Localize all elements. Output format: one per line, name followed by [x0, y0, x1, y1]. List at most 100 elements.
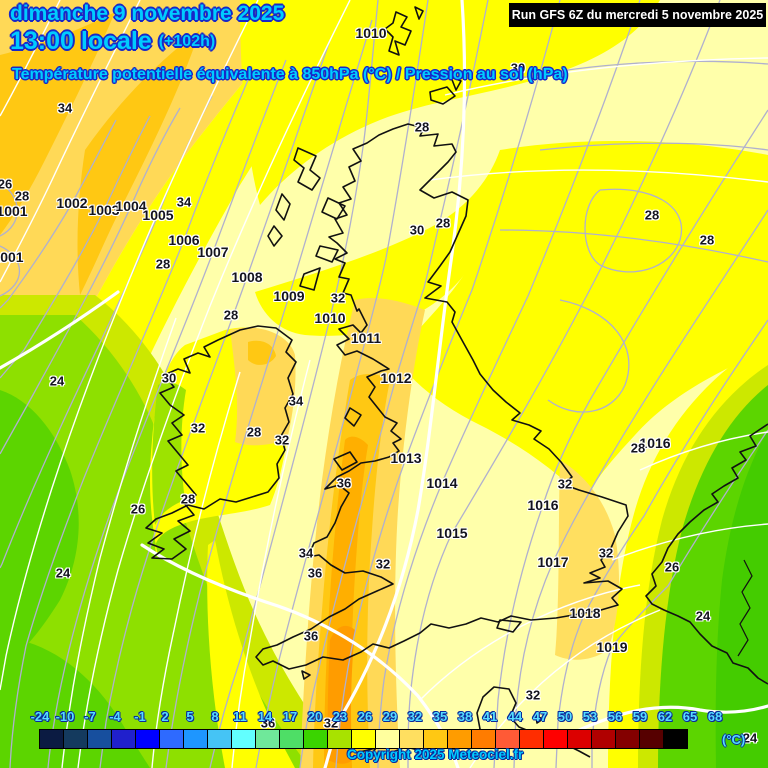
temperature-label: 32 — [525, 687, 541, 703]
pressure-label: 1003 — [88, 202, 120, 218]
pressure-label: 1015 — [436, 525, 468, 541]
temperature-label: 28 — [180, 491, 196, 507]
scale-tick: 38 — [457, 709, 473, 724]
temperature-label: 28 — [246, 424, 262, 440]
temperature-label: 28 — [414, 119, 430, 135]
scale-tick: 56 — [607, 709, 623, 724]
temperature-label: 36 — [336, 475, 352, 491]
scale-tick: -10 — [55, 709, 75, 724]
scale-tick: 26 — [357, 709, 373, 724]
scale-tick: 35 — [432, 709, 448, 724]
scale-cell — [375, 729, 400, 749]
scale-cell — [663, 729, 688, 749]
scale-tick: 11 — [233, 709, 247, 724]
temperature-label: 34 — [176, 194, 192, 210]
date-label: dimanche 9 novembre 2025 — [10, 2, 285, 25]
scale-tick: 20 — [307, 709, 323, 724]
pressure-label: 1011 — [350, 330, 382, 346]
temperature-label: 24 — [742, 730, 758, 746]
scale-cell — [135, 729, 160, 749]
temperature-label: 28 — [155, 256, 171, 272]
scale-tick: -24 — [30, 709, 50, 724]
temperature-label: 32 — [190, 420, 206, 436]
scale-cell — [399, 729, 424, 749]
scale-tick: 2 — [161, 709, 169, 724]
scale-cell — [591, 729, 616, 749]
pressure-label: 1016 — [527, 497, 559, 513]
temperature-label: 36 — [260, 715, 276, 731]
scale-tick: 65 — [682, 709, 698, 724]
time-label: 13:00 locale (+102h) — [10, 27, 215, 56]
temperature-label: 36 — [307, 565, 323, 581]
pressure-label: 1010 — [355, 25, 387, 41]
map-parameter-title: Température potentielle équivalente à 85… — [12, 66, 568, 83]
temperature-label: 28 — [14, 188, 30, 204]
pressure-label: 1014 — [426, 475, 458, 491]
scale-cell — [63, 729, 88, 749]
copyright-label: Copyright 2025 Meteociel.fr — [347, 747, 524, 762]
temperature-label: 28 — [699, 232, 715, 248]
scale-tick: 8 — [211, 709, 219, 724]
scale-tick: 68 — [707, 709, 723, 724]
pressure-label: 1017 — [537, 554, 569, 570]
scale-cell — [279, 729, 304, 749]
temperature-label: 28 — [435, 215, 451, 231]
pressure-label: 1009 — [273, 288, 305, 304]
scale-cell — [615, 729, 640, 749]
temperature-label: 24 — [695, 608, 711, 624]
temperature-label: 30 — [409, 222, 425, 238]
temperature-label: 26 — [664, 559, 680, 575]
temperature-label: 32 — [375, 556, 391, 572]
scale-tick: 23 — [332, 709, 348, 724]
pressure-label: 1018 — [569, 605, 601, 621]
scale-tick: 29 — [382, 709, 398, 724]
scale-cell — [87, 729, 112, 749]
temperature-color-scale — [39, 729, 688, 749]
temperature-label: 32 — [330, 290, 346, 306]
temperature-label: 34 — [57, 100, 73, 116]
temperature-label: 34 — [298, 545, 314, 561]
scale-tick: 62 — [657, 709, 673, 724]
temperature-label: 32 — [598, 545, 614, 561]
temperature-label: 36 — [303, 628, 319, 644]
scale-cell — [111, 729, 136, 749]
scale-tick: 44 — [507, 709, 523, 724]
scale-tick: 32 — [407, 709, 423, 724]
scale-cell — [183, 729, 208, 749]
scale-cell — [519, 729, 544, 749]
pressure-label: 1008 — [231, 269, 263, 285]
scale-cell — [567, 729, 592, 749]
temperature-label: 32 — [557, 476, 573, 492]
temperature-label: 32 — [274, 432, 290, 448]
scale-cell — [207, 729, 232, 749]
pressure-label: 1012 — [380, 370, 412, 386]
temperature-label: 26 — [0, 176, 13, 192]
scale-cell — [231, 729, 256, 749]
pressure-label: 1001 — [0, 203, 28, 219]
model-run-info: Run GFS 6Z du mercredi 5 novembre 2025 — [509, 3, 766, 27]
temperature-label: 30 — [161, 370, 177, 386]
scale-cell — [423, 729, 448, 749]
scale-tick: 14 — [257, 709, 273, 724]
pressure-label: 1016 — [639, 435, 671, 451]
temperature-label: 28 — [223, 307, 239, 323]
scale-cell — [543, 729, 568, 749]
scale-tick: 50 — [557, 709, 573, 724]
scale-tick: -4 — [109, 709, 121, 724]
scale-cell — [471, 729, 496, 749]
temperature-label: 28 — [644, 207, 660, 223]
scale-cell — [159, 729, 184, 749]
pressure-label: 1019 — [596, 639, 628, 655]
pressure-label: 1005 — [142, 207, 174, 223]
time-text: 13:00 locale — [10, 27, 152, 55]
temperature-label: 24 — [55, 565, 71, 581]
temperature-label: 32 — [323, 715, 339, 731]
pressure-label: 1013 — [390, 450, 422, 466]
scale-cell — [303, 729, 328, 749]
pressure-label: 1010 — [314, 310, 346, 326]
scale-cell — [255, 729, 280, 749]
